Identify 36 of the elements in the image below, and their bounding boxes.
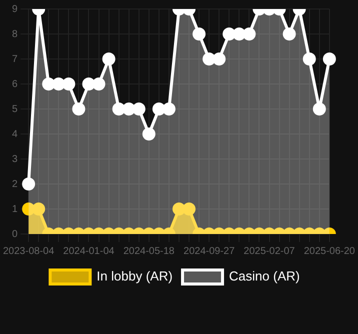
- point: [142, 128, 156, 140]
- point: [302, 52, 316, 66]
- y-tick-label: 4: [12, 128, 18, 140]
- y-tick-label: 7: [12, 54, 18, 65]
- point: [162, 102, 176, 116]
- point: [152, 102, 166, 116]
- legend-label: In lobby (AR): [96, 268, 173, 284]
- y-tick-label: 9: [12, 4, 18, 15]
- point: [112, 102, 126, 116]
- y-tick-label: 3: [12, 154, 18, 165]
- y-tick-label: 8: [12, 28, 18, 40]
- x-tick-label: 2025-02-07: [244, 246, 296, 257]
- point: [52, 78, 66, 90]
- x-tick-label: 2024-01-04: [63, 246, 115, 257]
- point: [322, 52, 336, 66]
- point: [92, 78, 106, 90]
- point: [132, 102, 146, 116]
- point: [62, 78, 76, 90]
- point: [102, 52, 116, 66]
- y-tick-label: 6: [12, 78, 18, 90]
- legend-label: Casino (AR): [229, 268, 300, 284]
- x-tick-label: 2024-09-27: [184, 246, 236, 257]
- point: [212, 52, 226, 66]
- x-tick-label: 2025-06-20: [304, 246, 356, 257]
- y-tick-label: 2: [12, 178, 18, 190]
- point: [122, 102, 136, 116]
- y-tick-label: 0: [12, 228, 18, 240]
- point: [82, 78, 96, 90]
- x-tick-label: 2023-08-04: [3, 246, 55, 257]
- x-tick-label: 2024-05-18: [123, 246, 175, 257]
- point: [72, 102, 86, 116]
- point: [202, 52, 216, 66]
- y-tick-label: 1: [12, 204, 18, 215]
- point: [312, 102, 326, 116]
- point: [42, 78, 56, 90]
- y-tick-label: 5: [12, 104, 18, 115]
